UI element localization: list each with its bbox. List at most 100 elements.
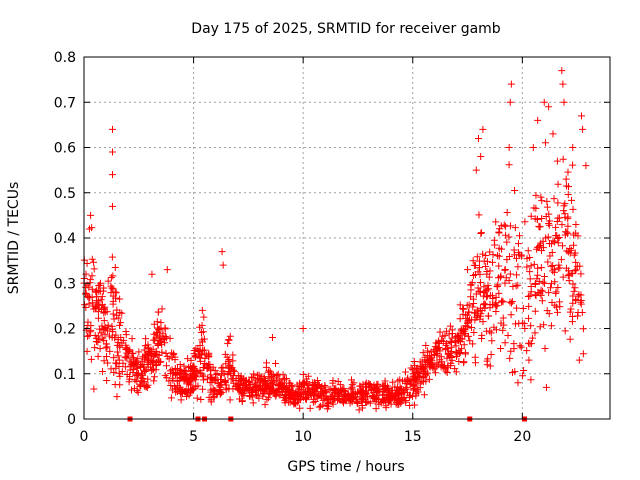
- y-tick-label: 0.3: [54, 276, 76, 292]
- data-point: [460, 341, 468, 349]
- data-point: [148, 351, 156, 359]
- data-point: [567, 246, 575, 254]
- data-point: [489, 295, 497, 303]
- data-point: [483, 286, 491, 294]
- data-point: [372, 396, 380, 404]
- data-point: [384, 398, 392, 406]
- spike-point: [507, 80, 515, 88]
- data-point: [217, 364, 225, 372]
- data-point: [570, 287, 578, 295]
- data-point: [561, 213, 569, 221]
- data-point: [434, 361, 442, 369]
- data-point: [335, 395, 343, 403]
- data-point: [539, 237, 547, 245]
- data-point: [110, 354, 118, 362]
- data-point: [521, 325, 529, 333]
- data-point: [315, 381, 323, 389]
- data-point: [157, 319, 165, 327]
- data-point: [456, 315, 464, 323]
- data-point: [144, 360, 152, 368]
- data-point: [539, 278, 547, 286]
- data-point: [121, 353, 129, 361]
- data-point: [476, 288, 484, 296]
- data-point: [118, 368, 126, 376]
- data-point: [569, 280, 577, 288]
- data-point: [317, 393, 325, 401]
- axes: 0 0.1 0.2 0.3 0.4 0.5 0.6 0.7 0.8 0 5 10 15 20: [54, 50, 610, 445]
- data-point: [406, 391, 414, 399]
- data-point: [491, 300, 499, 308]
- spike-point: [542, 383, 550, 391]
- spike-point: [525, 356, 533, 364]
- data-point: [228, 365, 236, 373]
- data-point: [123, 370, 131, 378]
- data-point: [453, 332, 461, 340]
- data-point: [197, 329, 205, 337]
- data-point: [115, 369, 123, 377]
- data-point: [569, 269, 577, 277]
- data-point: [85, 331, 93, 339]
- data-point: [135, 348, 143, 356]
- data-point: [166, 334, 174, 342]
- data-point: [465, 301, 473, 309]
- data-point: [470, 261, 478, 269]
- data-point: [109, 300, 117, 308]
- data-point: [134, 388, 142, 396]
- data-point: [302, 375, 310, 383]
- data-point: [366, 399, 374, 407]
- data-point: [260, 386, 268, 394]
- data-point: [128, 335, 136, 343]
- data-point: [232, 377, 240, 385]
- data-point: [261, 376, 269, 384]
- data-point: [514, 263, 522, 271]
- data-point: [469, 257, 477, 265]
- spike-point: [582, 162, 590, 170]
- data-point: [100, 317, 108, 325]
- data-point: [290, 400, 298, 408]
- spike-point: [483, 361, 491, 369]
- data-point: [370, 384, 378, 392]
- data-point: [261, 401, 269, 409]
- data-point: [191, 352, 199, 360]
- data-point: [114, 352, 122, 360]
- data-point: [204, 375, 212, 383]
- data-point: [565, 277, 573, 285]
- data-point: [506, 270, 514, 278]
- data-point: [567, 305, 575, 313]
- data-point: [88, 272, 96, 280]
- data-point: [112, 294, 120, 302]
- data-point: [486, 267, 494, 275]
- data-point: [501, 279, 509, 287]
- data-point: [277, 382, 285, 390]
- data-point: [385, 390, 393, 398]
- data-point: [468, 279, 476, 287]
- data-point: [200, 313, 208, 321]
- data-point: [480, 283, 488, 291]
- data-point: [515, 319, 523, 327]
- data-point: [476, 312, 484, 320]
- data-point: [538, 197, 546, 205]
- data-point: [161, 339, 169, 347]
- data-point: [401, 377, 409, 385]
- data-point: [427, 355, 435, 363]
- data-point: [464, 317, 472, 325]
- data-point: [172, 388, 180, 396]
- data-point: [229, 371, 237, 379]
- data-point: [178, 368, 186, 376]
- data-point: [259, 392, 267, 400]
- data-point: [107, 273, 115, 281]
- data-point: [187, 356, 195, 364]
- data-point: [194, 382, 202, 390]
- data-point: [111, 264, 119, 272]
- data-point: [410, 381, 418, 389]
- data-point: [113, 393, 121, 401]
- spike-point: [529, 144, 537, 151]
- spike-point: [549, 130, 557, 138]
- data-point: [564, 267, 572, 275]
- data-point: [86, 276, 94, 284]
- data-point: [541, 345, 549, 353]
- data-point: [541, 279, 549, 287]
- data-point: [304, 384, 312, 392]
- data-point: [171, 353, 179, 361]
- data-point: [264, 394, 272, 402]
